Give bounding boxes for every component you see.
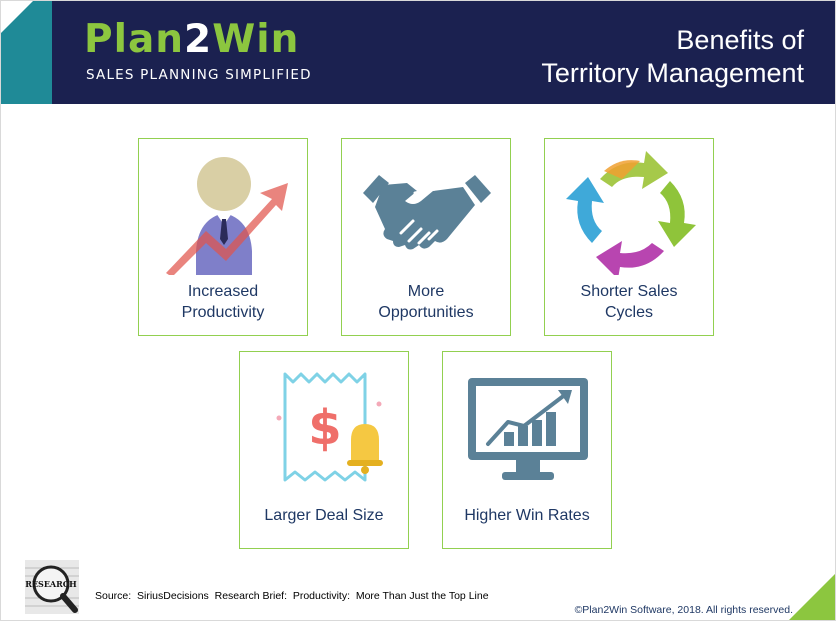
plan2win-logo: Plan2Win SALES PLANNING SIMPLIFIED bbox=[84, 17, 312, 84]
research-badge: RESEARCH bbox=[25, 560, 79, 614]
benefit-label-win-rates: Higher Win Rates bbox=[464, 507, 590, 524]
benefit-label-sales-cycles: Shorter Sales Cycles bbox=[580, 283, 678, 321]
logo-tagline: SALES PLANNING SIMPLIFIED bbox=[86, 67, 312, 83]
logo-wordmark: Plan2Win bbox=[84, 17, 300, 62]
benefit-card-opportunities: More Opportunities bbox=[341, 138, 511, 336]
magnifier-research-icon: RESEARCH bbox=[25, 560, 79, 614]
slide-title-line1: Benefits of bbox=[676, 25, 804, 55]
benefit-card-productivity: Increased Productivity bbox=[138, 138, 308, 336]
productivity-icon bbox=[166, 157, 288, 275]
benefit-label-opportunities: More Opportunities bbox=[378, 283, 474, 321]
monitor-chart-icon bbox=[468, 378, 588, 480]
slide-title: Benefits of Territory Management bbox=[541, 24, 804, 90]
header-banner: Plan2Win SALES PLANNING SIMPLIFIED Benef… bbox=[0, 0, 836, 104]
benefit-label-deal-size: Larger Deal Size bbox=[264, 507, 384, 524]
benefit-card-deal-size: $ Larger Deal Size bbox=[239, 351, 409, 549]
benefit-card-sales-cycles: Shorter Sales Cycles bbox=[544, 138, 714, 336]
teal-accent-tab bbox=[0, 0, 52, 104]
cycle-arrows-icon bbox=[566, 151, 696, 275]
slide-title-line2: Territory Management bbox=[541, 58, 804, 88]
receipt-bell-icon: $ bbox=[276, 372, 383, 482]
copyright-notice: ©Plan2Win Software, 2018. All rights res… bbox=[574, 604, 793, 616]
handshake-icon bbox=[363, 175, 491, 250]
green-corner-accent bbox=[788, 573, 836, 621]
svg-text:RESEARCH: RESEARCH bbox=[25, 579, 77, 589]
svg-text:$: $ bbox=[308, 400, 341, 456]
source-citation: Source: SiriusDecisions Research Brief: … bbox=[95, 590, 489, 602]
benefit-card-win-rates: Higher Win Rates bbox=[442, 351, 612, 549]
benefit-label-productivity: Increased Productivity bbox=[181, 283, 265, 321]
